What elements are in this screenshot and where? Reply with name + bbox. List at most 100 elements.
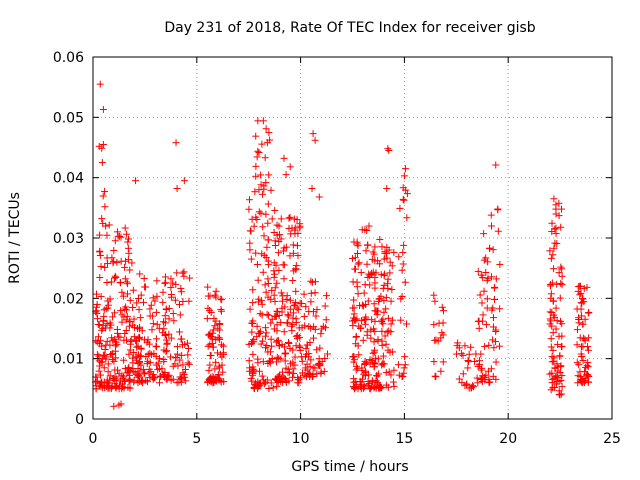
y-tick-label: 0.05	[53, 110, 84, 126]
data-point	[245, 367, 253, 375]
data-point	[145, 340, 153, 348]
data-point	[353, 315, 361, 323]
data-point	[492, 275, 500, 283]
data-point	[152, 308, 160, 316]
data-point	[286, 305, 294, 313]
data-point	[275, 312, 283, 320]
data-point	[125, 249, 133, 257]
data-point	[159, 370, 167, 378]
data-point	[95, 142, 103, 150]
data-point	[370, 300, 378, 308]
data-point	[121, 329, 129, 337]
data-point	[386, 258, 394, 266]
data-point	[400, 172, 408, 180]
data-point	[123, 278, 131, 286]
data-point	[579, 320, 587, 328]
data-point	[550, 195, 558, 203]
data-point	[267, 319, 275, 327]
data-point	[280, 328, 288, 336]
data-point	[255, 149, 263, 157]
data-point	[558, 272, 566, 280]
data-point	[439, 319, 447, 327]
data-point	[289, 277, 297, 285]
data-point	[379, 284, 387, 292]
data-point	[550, 265, 558, 273]
x-tick-label: 20	[499, 431, 517, 447]
data-point	[125, 371, 133, 379]
data-point	[97, 292, 105, 300]
data-point	[105, 221, 113, 229]
data-point	[93, 338, 101, 346]
data-point	[577, 305, 585, 313]
data-point	[270, 291, 278, 299]
data-point	[296, 224, 304, 232]
data-point	[167, 353, 175, 361]
data-point	[254, 355, 262, 363]
data-point	[382, 305, 390, 313]
data-point	[378, 361, 386, 369]
data-point	[263, 310, 271, 318]
data-point	[267, 342, 275, 350]
data-point	[292, 318, 300, 326]
data-point	[350, 314, 358, 322]
data-point	[112, 384, 120, 392]
data-point	[583, 362, 591, 370]
data-point	[111, 373, 119, 381]
data-point	[165, 315, 173, 323]
data-point	[205, 366, 213, 374]
data-point	[291, 353, 299, 361]
data-point	[275, 372, 283, 380]
data-point	[180, 177, 188, 185]
data-point	[113, 228, 121, 236]
data-point	[182, 377, 190, 385]
data-point	[359, 336, 367, 344]
data-point	[480, 230, 488, 238]
data-point	[212, 287, 220, 295]
data-point	[113, 340, 121, 348]
axis-ticks: 0 0.01 0.02 0.03 0.04 0.05 0.06 0 5 10 15 20 25	[53, 50, 621, 447]
data-point	[349, 353, 357, 361]
data-point	[553, 380, 561, 388]
data-point	[290, 215, 298, 223]
data-point	[295, 342, 303, 350]
data-point	[292, 262, 300, 270]
data-point	[350, 310, 358, 318]
data-point	[294, 252, 302, 260]
data-point	[263, 139, 271, 147]
data-point	[258, 372, 266, 380]
data-point	[257, 171, 265, 179]
data-point	[378, 327, 386, 335]
data-point	[137, 377, 145, 385]
data-point	[255, 208, 263, 216]
data-point	[474, 379, 482, 387]
data-point	[313, 306, 321, 314]
data-point	[379, 352, 387, 360]
data-point	[488, 273, 496, 281]
data-point	[307, 298, 315, 306]
data-point	[381, 332, 389, 340]
data-point	[370, 363, 378, 371]
data-point	[480, 256, 488, 264]
data-points	[91, 80, 593, 410]
data-point	[97, 379, 105, 387]
data-point	[115, 381, 123, 389]
data-point	[365, 371, 373, 379]
data-point	[136, 314, 144, 322]
data-point	[266, 359, 274, 367]
data-point	[134, 295, 142, 303]
data-point	[552, 230, 560, 238]
data-point	[360, 370, 368, 378]
data-point	[476, 357, 484, 365]
data-point	[289, 314, 297, 322]
data-point	[352, 265, 360, 273]
data-point	[395, 253, 403, 261]
data-point	[357, 269, 365, 277]
data-point	[546, 320, 554, 328]
data-point	[574, 379, 582, 387]
data-point	[309, 334, 317, 342]
data-point	[557, 279, 565, 287]
data-point	[179, 297, 187, 305]
data-point	[178, 335, 186, 343]
data-point	[482, 269, 490, 277]
data-point	[550, 374, 558, 382]
